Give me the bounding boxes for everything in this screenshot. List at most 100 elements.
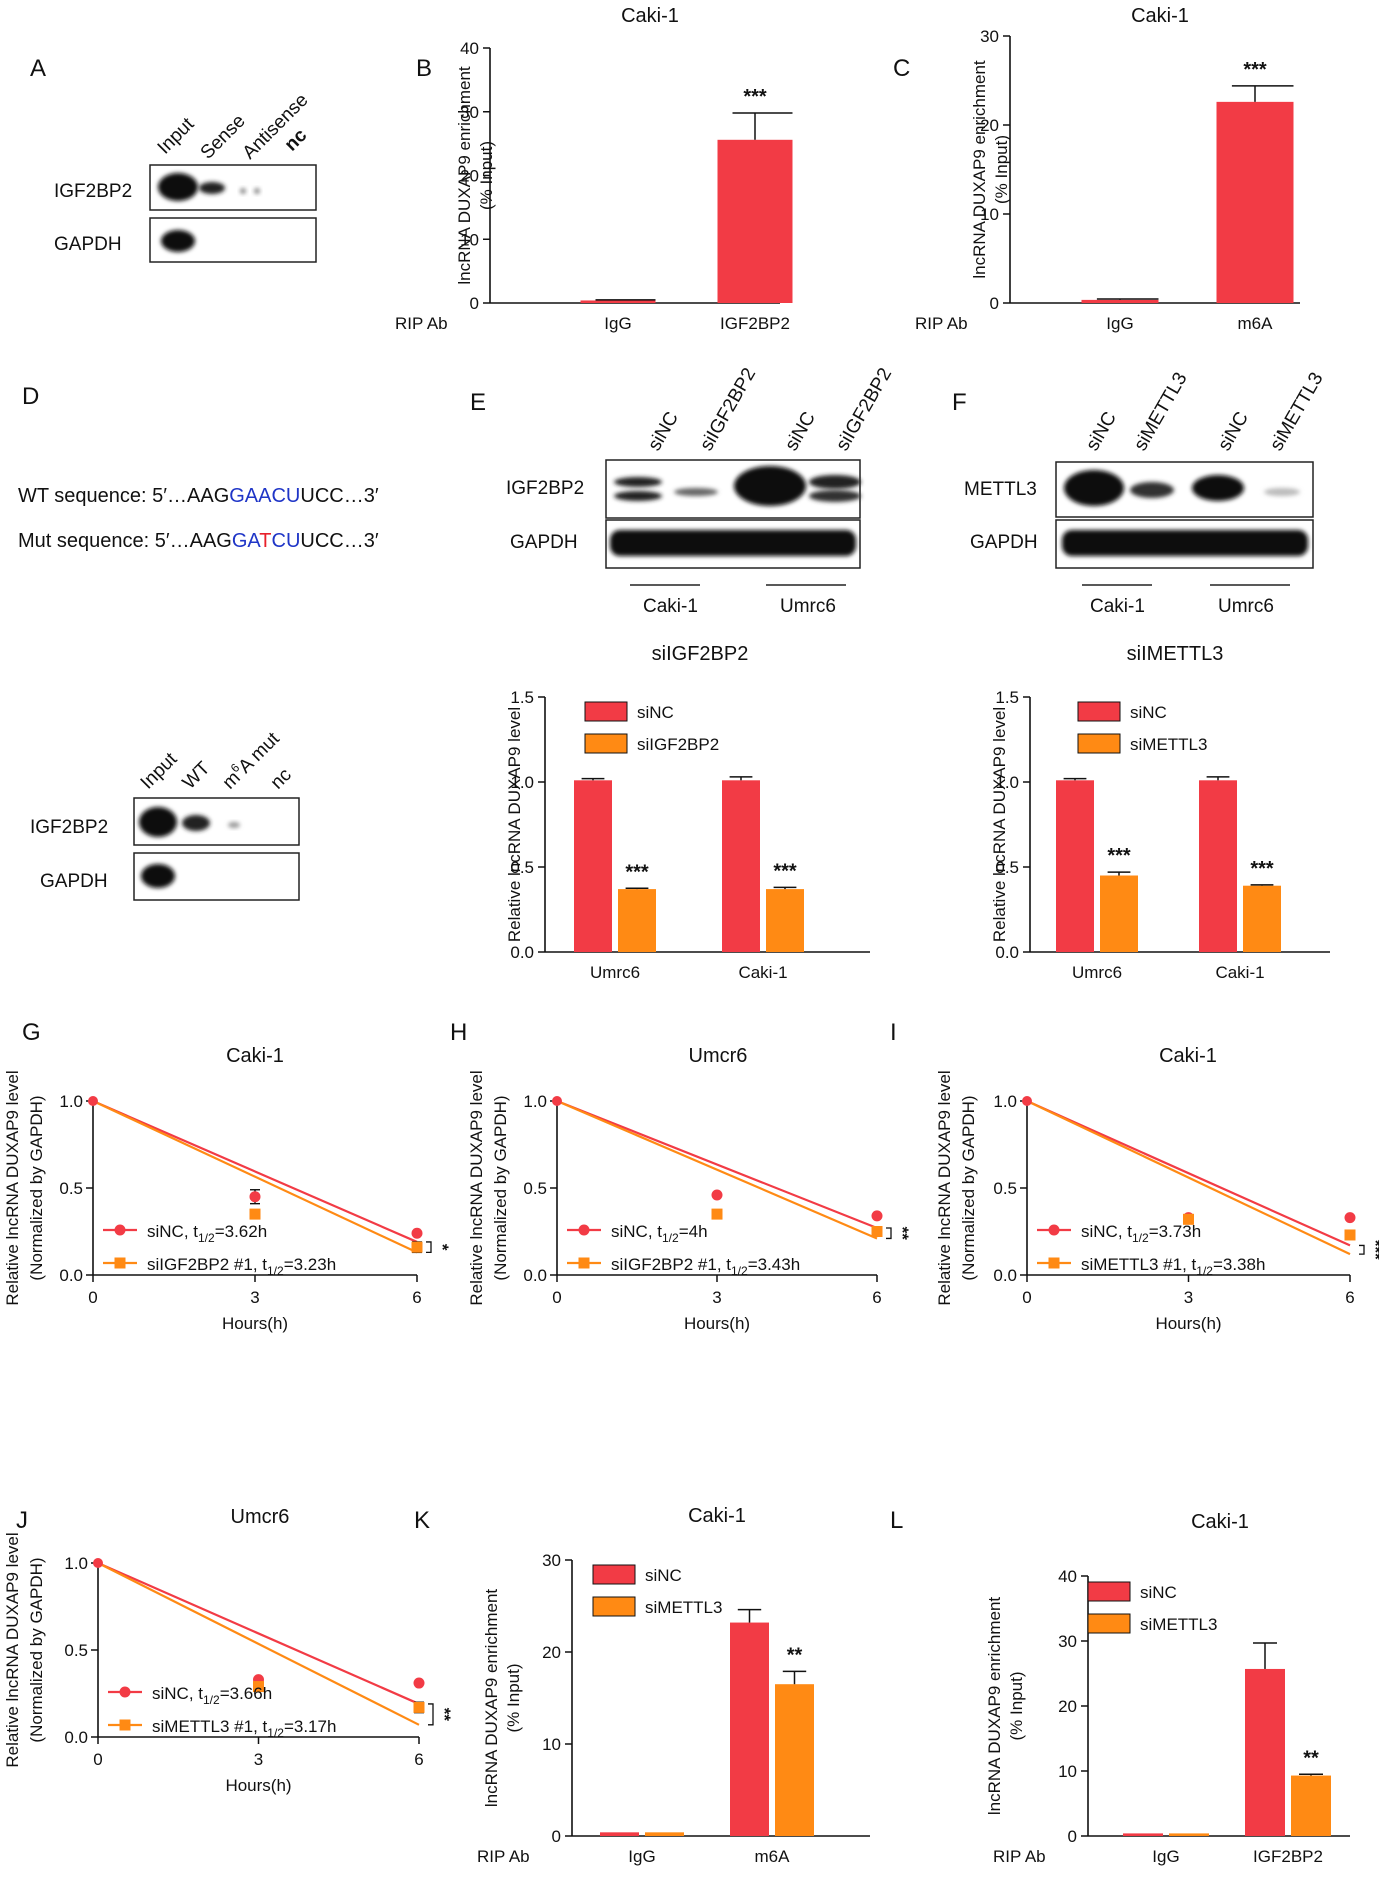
blot-box — [605, 459, 861, 519]
bar — [1081, 299, 1159, 303]
bar — [574, 780, 612, 952]
x-axis-label: Hours(h) — [684, 1314, 750, 1333]
y-tick-label: 0.5 — [523, 1179, 547, 1198]
y-axis-label: Relative lncRNA DUXAP9 level — [935, 1070, 954, 1305]
significance: ** — [787, 1644, 803, 1666]
fit-line — [92, 1099, 418, 1243]
rip-ab-label: RIP Ab — [915, 314, 968, 333]
band — [809, 490, 861, 502]
lane-label: siNC — [781, 408, 820, 454]
band — [809, 475, 861, 489]
y-tick-label: 1.5 — [995, 688, 1019, 707]
x-tick-label: 6 — [412, 1288, 421, 1307]
x-tick-label: IgG — [604, 314, 631, 333]
legend-label: siNC, t1/2=3.73h — [1081, 1222, 1201, 1245]
data-point — [871, 1210, 883, 1222]
blot-row-label: GAPDH — [54, 234, 122, 255]
bar — [717, 139, 793, 303]
chart-g: Caki-1 0.0 0.5 1.0 0 3 6 Hours(h) Relative lncRN… — [3, 1045, 452, 1333]
lane-label: Sense — [197, 111, 250, 164]
significance: ** — [1303, 1747, 1319, 1769]
legend-marker — [119, 1686, 131, 1698]
lane-label: siMETTL3 — [1266, 369, 1327, 454]
x-tick-label: Umrc6 — [590, 963, 640, 982]
band — [734, 466, 806, 506]
y-axis-label: (% Input) — [504, 1664, 523, 1733]
data-point — [413, 1701, 425, 1713]
chart-title: Caki-1 — [688, 1505, 746, 1527]
chart-title: Caki-1 — [1159, 1045, 1217, 1067]
x-tick-label: 0 — [88, 1288, 97, 1307]
chart-b: Caki-1 0 10 20 30 40 lncRNA DUXAP9 enrichment(… — [395, 5, 793, 333]
legend-marker — [119, 1719, 131, 1731]
y-tick-label: 30 — [1058, 1632, 1077, 1651]
blot-row-label: GAPDH — [970, 532, 1038, 553]
y-tick-label: 10 — [1058, 1762, 1077, 1781]
panel-letter-l: L — [890, 1507, 903, 1534]
sig-bracket — [886, 1227, 892, 1240]
data-point — [552, 1096, 562, 1106]
legend-swatch — [1087, 1581, 1131, 1602]
y-axis-label: (Normalized by GAPDH) — [27, 1095, 46, 1280]
significance: *** — [773, 860, 797, 882]
y-tick-label: 0.0 — [510, 943, 534, 962]
x-tick-label: 3 — [1184, 1288, 1193, 1307]
chart-h: Umcr6 0.0 0.5 1.0 0 3 6 Hours(h) Relative lncRNA… — [467, 1045, 912, 1333]
y-tick-label: 0.5 — [510, 858, 534, 877]
data-point — [1022, 1096, 1032, 1106]
chart-title: Caki-1 — [1131, 5, 1189, 27]
y-tick-label: 1.5 — [510, 688, 534, 707]
band — [1064, 470, 1124, 506]
legend-label: siNC, t1/2=3.62h — [147, 1222, 267, 1245]
y-axis-label: (% Input) — [992, 135, 1011, 204]
x-axis-label: Hours(h) — [222, 1314, 288, 1333]
x-tick-label: Caki-1 — [738, 963, 787, 982]
y-tick-label: 0 — [470, 294, 479, 313]
y-tick-label: 0.0 — [993, 1266, 1017, 1285]
legend-marker — [1048, 1257, 1060, 1269]
blot-row-label: IGF2BP2 — [54, 181, 132, 202]
data-point — [1344, 1229, 1356, 1241]
data-point — [249, 1191, 261, 1203]
y-tick-label: 0.0 — [995, 943, 1019, 962]
panel-letter-c: C — [893, 55, 910, 82]
y-tick-label: 10 — [542, 1735, 561, 1754]
band — [1264, 488, 1300, 496]
legend-marker — [578, 1224, 590, 1236]
data-point — [88, 1096, 98, 1106]
lane-label: siNC — [1214, 408, 1253, 454]
band — [1130, 482, 1174, 498]
band — [161, 230, 195, 252]
y-tick-label: 30 — [460, 103, 479, 122]
x-tick-label: 3 — [712, 1288, 721, 1307]
chart-title: siIMETTL3 — [1127, 643, 1224, 665]
band — [1062, 530, 1308, 556]
legend-label: siMETTL3 — [645, 1598, 722, 1617]
bar — [600, 1832, 639, 1836]
sig-bracket — [428, 1703, 434, 1726]
y-axis-label: (Normalized by GAPDH) — [959, 1095, 978, 1280]
legend-label: siNC — [645, 1566, 682, 1585]
sequence-block: WT sequence: 5′…AAGGAACUUCC…3′ Mut seque… — [18, 485, 379, 552]
fit-line — [97, 1562, 420, 1726]
y-axis-label: lncRNA DUXAP9 enrichment — [455, 66, 474, 285]
fit-line — [97, 1561, 420, 1705]
y-tick-label: 0 — [552, 1827, 561, 1846]
lane-label: siIGF2BP2 — [832, 364, 896, 454]
y-tick-label: 10 — [980, 205, 999, 224]
y-tick-label: 20 — [542, 1643, 561, 1662]
panel-letter-h: H — [450, 1019, 467, 1046]
y-tick-label: 30 — [542, 1551, 561, 1570]
data-point — [253, 1681, 264, 1693]
data-point — [1344, 1212, 1356, 1224]
x-tick-label: 6 — [1345, 1288, 1354, 1307]
band — [614, 491, 662, 501]
band — [139, 807, 177, 837]
lane-label: nc — [267, 764, 296, 793]
band — [610, 530, 856, 556]
data-point — [871, 1226, 883, 1237]
sig-bracket — [426, 1241, 432, 1254]
band — [228, 822, 240, 828]
